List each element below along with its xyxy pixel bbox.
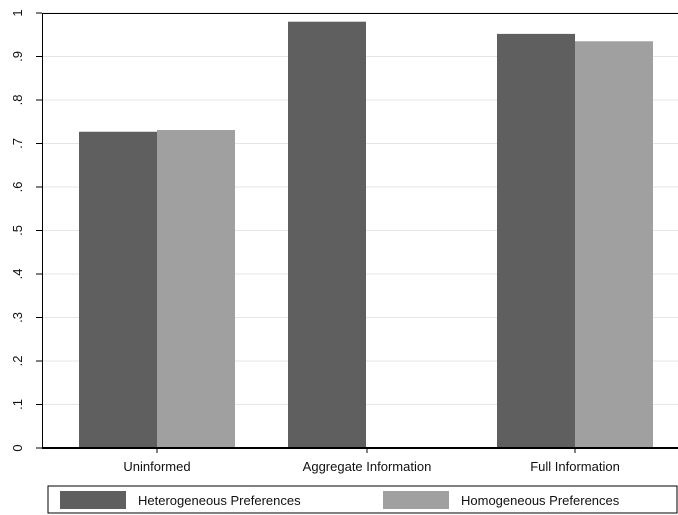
bars: [79, 21, 653, 449]
x-category-label-1: Aggregate Information: [303, 459, 432, 474]
bar-series0-cat2: [497, 33, 575, 448]
y-tick-label-10: 1: [10, 9, 25, 16]
legend-swatch-1: [383, 491, 449, 509]
legend-swatch-0: [60, 491, 126, 509]
y-tick-label-0: 0: [10, 444, 25, 451]
y-tick-label-9: .9: [10, 51, 25, 62]
legend-label-0: Heterogeneous Preferences: [138, 493, 301, 508]
legend: Heterogeneous Preferences Homogeneous Pre…: [47, 485, 678, 514]
legend-box: [47, 485, 678, 514]
x-category-label-0: Uninformed: [123, 459, 190, 474]
bar-series1-cat0: [157, 130, 235, 448]
bar-series0-cat1: [288, 21, 366, 448]
bar-series1-cat2: [575, 41, 653, 449]
y-tick-label-1: .1: [10, 399, 25, 410]
y-tick-label-3: .3: [10, 312, 25, 323]
axes: [42, 13, 678, 449]
y-tick-label-7: .7: [10, 138, 25, 149]
y-axis-ticks: 0 .1 .2 .3 .4 .5 .6 .7 .8 .9 1: [10, 9, 42, 452]
x-axis-category-labels: Uninformed Aggregate Information Full Info…: [123, 448, 620, 474]
y-tick-label-4: .4: [10, 269, 25, 280]
legend-label-1: Homogeneous Preferences: [461, 493, 620, 508]
y-tick-label-6: .6: [10, 182, 25, 193]
y-tick-label-5: .5: [10, 225, 25, 236]
bar-series0-cat0: [79, 131, 157, 448]
y-tick-label-2: .2: [10, 356, 25, 367]
x-category-label-2: Full Information: [530, 459, 620, 474]
y-tick-label-8: .8: [10, 95, 25, 106]
